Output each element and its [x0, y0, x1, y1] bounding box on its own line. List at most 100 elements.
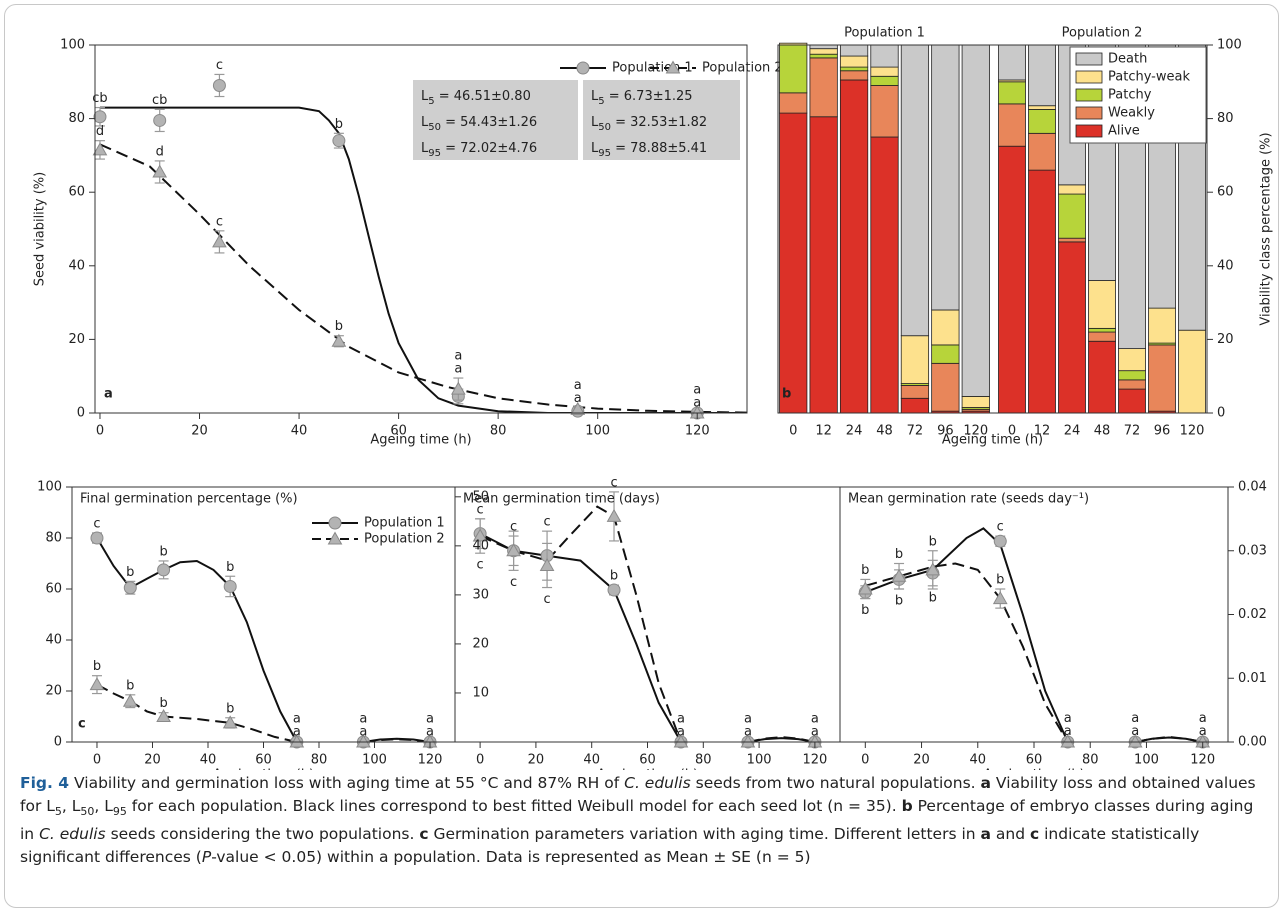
- stats-line: L5 = 6.73±1.25: [591, 89, 693, 108]
- significance-letter: a: [693, 395, 701, 410]
- legend-label: Patchy-weak: [1108, 70, 1190, 85]
- significance-letter: d: [96, 124, 104, 139]
- y-tick-label: 10: [472, 685, 489, 700]
- bar-segment: [1088, 280, 1116, 329]
- stats-value: = 54.43±1.26: [441, 115, 537, 130]
- triangle-marker: [673, 734, 689, 748]
- bar-segment: [931, 309, 960, 346]
- caption-text: P: [201, 848, 212, 867]
- significance-letter: a: [574, 378, 582, 393]
- bar-segment: [839, 44, 869, 57]
- y-tick-label: 20: [45, 684, 62, 699]
- circle-marker: [212, 78, 226, 92]
- bar-segment: [809, 48, 838, 55]
- x-tick-label: 120: [963, 424, 988, 439]
- plot-frame: [94, 44, 748, 414]
- fit-curve: [96, 683, 431, 743]
- triangle-marker: [450, 381, 466, 395]
- x-tick-label: 120: [418, 753, 443, 768]
- stats-symbol: L: [421, 141, 429, 156]
- stats-value: = 46.51±0.80: [435, 89, 531, 104]
- triangle-marker: [472, 528, 488, 542]
- triangle-marker: [539, 557, 555, 571]
- x-tick-label: 120: [802, 753, 827, 768]
- x-tick-label: 48: [1094, 424, 1111, 439]
- bar-segment: [1058, 237, 1086, 243]
- significance-letter: a: [1199, 724, 1207, 739]
- y-tick-label: 0: [54, 735, 62, 750]
- circle-marker: [576, 61, 590, 75]
- y-tick-label: 80: [45, 531, 62, 546]
- y-tick-label: 20: [472, 636, 489, 651]
- significance-letter: a: [426, 725, 434, 740]
- legend-swatch: [1075, 106, 1103, 120]
- stats-subscript: 50: [598, 122, 611, 133]
- triangle-marker: [89, 677, 105, 691]
- x-tick-label: 60: [390, 424, 407, 439]
- significance-letter: a: [293, 712, 301, 727]
- caption-text: Fig. 4: [20, 774, 70, 792]
- x-tick-label: 40: [969, 753, 986, 768]
- y-tick-label: 60: [45, 582, 62, 597]
- circle-marker: [328, 516, 342, 530]
- stats-value: = 32.53±1.82: [611, 115, 707, 130]
- significance-letter: a: [426, 712, 434, 727]
- x-tick-label: 60: [639, 753, 656, 768]
- bar-segment: [1088, 340, 1116, 414]
- triangle-marker: [506, 543, 521, 557]
- y-tick-label: 20: [1217, 332, 1234, 347]
- legend-swatch: [1075, 124, 1103, 138]
- plot-frame: [777, 44, 1208, 414]
- significance-letter: b: [929, 534, 937, 549]
- x-tick-label: 96: [1154, 424, 1171, 439]
- x-tick-label: 0: [789, 424, 797, 439]
- significance-letter: b: [895, 594, 903, 609]
- y-tick-label: 80: [68, 111, 85, 126]
- stats-symbol: L: [591, 115, 599, 130]
- stats-symbol: L: [591, 141, 599, 156]
- triangle-marker: [222, 715, 238, 729]
- bar-segment: [1118, 379, 1146, 390]
- y-tick-label: 40: [1217, 258, 1234, 273]
- stats-symbol: L: [421, 89, 429, 104]
- significance-letter: c: [216, 58, 223, 73]
- x-tick-label: 72: [907, 424, 924, 439]
- subplot-title: Mean germination time (days): [463, 492, 660, 507]
- circle-marker: [223, 579, 237, 593]
- bar-segment: [1028, 105, 1056, 110]
- stats-subscript: 50: [428, 122, 441, 133]
- y-tick-label: 0.01: [1238, 671, 1267, 686]
- bar-segment: [998, 44, 1026, 81]
- significance-letter: c: [477, 558, 484, 573]
- group-gap: [991, 45, 997, 413]
- subplot-title: Mean germination rate (seeds day⁻¹): [848, 492, 1089, 507]
- bar-segment: [931, 344, 960, 364]
- y-tick-label: 40: [472, 538, 489, 553]
- legend-swatch: [1075, 70, 1103, 84]
- significance-letter: a: [293, 725, 301, 740]
- bar-segment: [931, 362, 960, 412]
- x-tick-label: 0: [93, 753, 101, 768]
- bar-segment: [1088, 331, 1116, 342]
- plot-frame: [839, 486, 1229, 743]
- significance-letter: c: [477, 502, 484, 517]
- bar-segment: [1118, 388, 1146, 414]
- x-tick-label: 0: [96, 424, 104, 439]
- significance-letter: a: [811, 725, 819, 740]
- x-tick-label: 20: [913, 753, 930, 768]
- significance-letter: a: [574, 391, 582, 406]
- stats-value: = 6.73±1.25: [605, 89, 693, 104]
- stats-line: L50 = 32.53±1.82: [591, 115, 707, 134]
- caption-text: -value < 0.05) within a population. Data…: [211, 848, 811, 867]
- bar-segment: [779, 112, 808, 414]
- x-axis-label: Ageing time (h): [213, 768, 314, 771]
- bar-segment: [779, 44, 808, 94]
- x-tick-label: 100: [362, 753, 387, 768]
- y-tick-label: 0.04: [1238, 480, 1267, 495]
- legend-label: Death: [1108, 52, 1147, 67]
- bar-segment: [900, 384, 930, 399]
- circle-marker: [93, 110, 107, 124]
- caption-text: 95: [112, 805, 127, 819]
- bar-segment: [998, 81, 1026, 105]
